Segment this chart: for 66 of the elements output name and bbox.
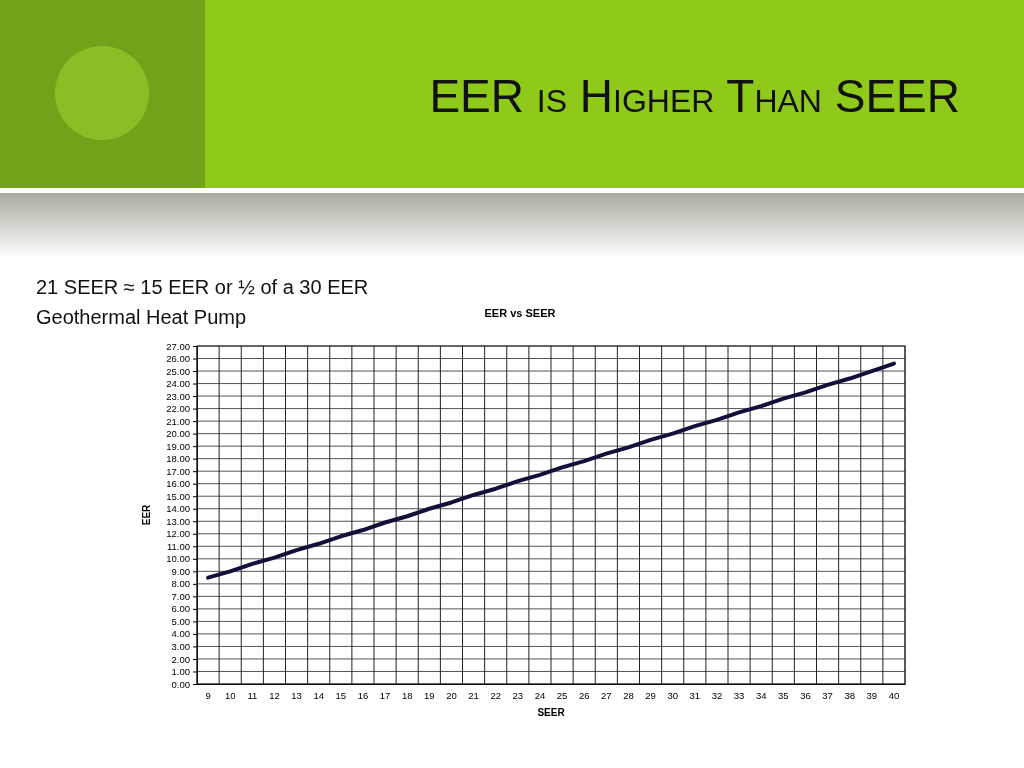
x-tick-label: 24 bbox=[534, 689, 546, 701]
y-tick-label: 27.00 bbox=[166, 340, 190, 352]
x-tick-label: 19 bbox=[424, 689, 435, 701]
x-tick-label: 15 bbox=[335, 689, 347, 701]
line-series bbox=[206, 361, 896, 580]
y-tick-label: 3.00 bbox=[171, 640, 190, 652]
x-tick-label: 26 bbox=[578, 689, 590, 701]
x-tick-label: 28 bbox=[623, 689, 634, 701]
x-tick-label: 22 bbox=[490, 689, 501, 701]
y-tick-label: 4.00 bbox=[171, 628, 190, 640]
y-tick-label: 14.00 bbox=[166, 503, 190, 515]
y-tick-label: 11.00 bbox=[166, 540, 190, 552]
y-tick-label: 12.00 bbox=[166, 528, 190, 540]
y-tick-label: 17.00 bbox=[166, 465, 190, 477]
y-tick-label: 13.00 bbox=[166, 515, 190, 527]
x-tick-label: 38 bbox=[844, 689, 855, 701]
y-tick-label: 23.00 bbox=[166, 390, 190, 402]
y-tick-label: 26.00 bbox=[166, 353, 190, 365]
y-tick-label: 25.00 bbox=[166, 365, 190, 377]
y-tick-label: 2.00 bbox=[171, 653, 190, 665]
y-tick-label: 24.00 bbox=[166, 378, 190, 390]
chart-title: EER vs SEER bbox=[484, 307, 556, 319]
x-tick-label: 9 bbox=[205, 689, 211, 701]
x-tick-label: 14 bbox=[313, 689, 324, 701]
x-tick-label: 32 bbox=[711, 689, 723, 701]
y-tick-label: 1.00 bbox=[171, 666, 190, 678]
y-tick-label: 7.00 bbox=[171, 590, 190, 602]
y-tick-label: 0.00 bbox=[171, 678, 190, 690]
x-tick-label: 29 bbox=[645, 689, 656, 701]
x-tick-label: 17 bbox=[379, 689, 391, 701]
x-tick-label: 40 bbox=[888, 689, 900, 701]
y-tick-label: 18.00 bbox=[166, 453, 190, 465]
y-tick-label: 5.00 bbox=[171, 615, 190, 627]
x-tick-label: 11 bbox=[247, 689, 258, 701]
x-tick-label: 27 bbox=[601, 689, 612, 701]
y-tick-label: 19.00 bbox=[166, 440, 190, 452]
x-tick-label: 21 bbox=[468, 689, 479, 701]
y-tick-label: 15.00 bbox=[166, 490, 190, 502]
x-tick-label: 33 bbox=[733, 689, 745, 701]
x-tick-label: 20 bbox=[446, 689, 457, 701]
text: 21 SEER ≈ 15 EER or ½ of a 30 EER Geothermal Heat Pump bbox=[36, 276, 369, 328]
x-tick-label: 13 bbox=[291, 689, 302, 701]
y-tick-label: 6.00 bbox=[171, 603, 190, 615]
x-axis-title: SEER bbox=[537, 707, 566, 718]
x-tick-label: 18 bbox=[401, 689, 413, 701]
x-tick-label: 39 bbox=[866, 689, 878, 701]
x-tick-label: 23 bbox=[512, 689, 524, 701]
x-tick-label: 37 bbox=[822, 689, 833, 701]
x-tick-label: 34 bbox=[755, 689, 767, 701]
y-tick-label: 9.00 bbox=[171, 565, 190, 577]
x-tick-label: 25 bbox=[556, 689, 568, 701]
x-tick-label: 10 bbox=[224, 689, 236, 701]
chart-subtitle: EER is Higher Than SEER bbox=[429, 70, 960, 122]
x-tick-label: 16 bbox=[357, 689, 369, 701]
y-axis-title: EER bbox=[141, 503, 152, 526]
x-tick-label: 30 bbox=[667, 689, 678, 701]
x-tick-label: 12 bbox=[269, 689, 280, 701]
y-tick-label: 22.00 bbox=[166, 403, 190, 415]
y-tick-label: 16.00 bbox=[166, 478, 190, 490]
y-tick-label: 21.00 bbox=[166, 415, 190, 427]
y-tick-label: 20.00 bbox=[166, 428, 190, 440]
y-tick-label: 10.00 bbox=[166, 553, 190, 565]
x-tick-label: 31 bbox=[689, 689, 701, 701]
x-tick-label: 36 bbox=[800, 689, 811, 701]
y-tick-label: 8.00 bbox=[171, 578, 190, 590]
x-tick-label: 35 bbox=[778, 689, 789, 701]
